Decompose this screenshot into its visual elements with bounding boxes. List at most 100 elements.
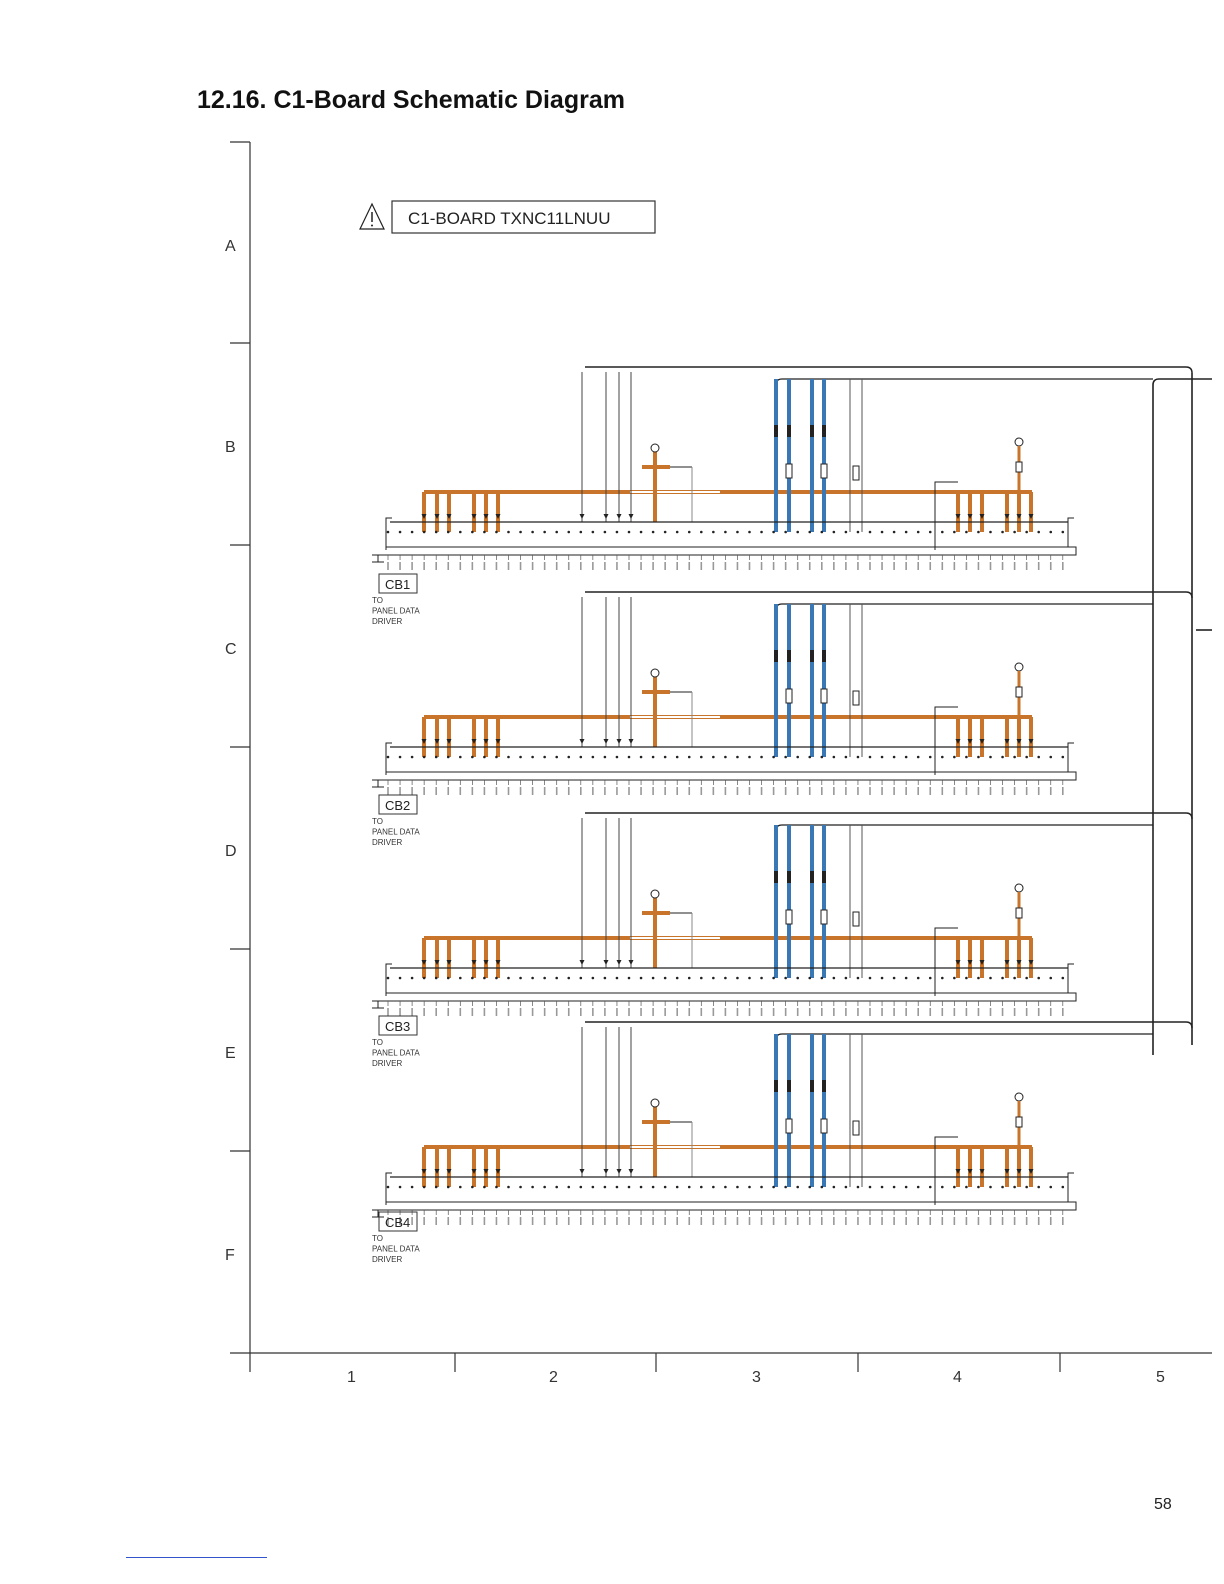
row-label-e: E xyxy=(225,1045,236,1062)
pin-label-mark xyxy=(580,1217,582,1225)
ferrite-icon xyxy=(810,1080,814,1092)
resistor-icon xyxy=(785,463,793,479)
pin-label-mark xyxy=(748,1217,751,1225)
pin-label-mark xyxy=(519,562,522,570)
capacitor-wire xyxy=(934,927,958,996)
pin xyxy=(434,1185,438,1189)
pin-label-mark xyxy=(1049,787,1052,795)
arrow-icon xyxy=(1004,739,1010,744)
pin xyxy=(398,1185,402,1189)
pin xyxy=(446,530,450,534)
pin xyxy=(579,976,583,980)
arrow-icon xyxy=(967,514,973,519)
pin-label-mark xyxy=(808,562,811,570)
arrow-icon xyxy=(1004,960,1010,965)
interconnect-wires xyxy=(1152,373,1212,1055)
pin xyxy=(1049,530,1053,534)
ferrite-icon xyxy=(774,425,778,437)
pin-label-mark xyxy=(772,1008,775,1016)
ferrite-icon xyxy=(774,1080,778,1092)
pin-label-mark xyxy=(399,1008,401,1016)
arrow-icon xyxy=(955,514,961,519)
arrow-icon xyxy=(483,739,489,744)
pin-label-mark xyxy=(1049,1217,1052,1225)
pin-label-mark xyxy=(447,787,450,795)
page-title: 12.16. C1-Board Schematic Diagram xyxy=(197,86,625,114)
ferrite-icon xyxy=(810,425,814,437)
resistor-icon xyxy=(820,1118,828,1134)
capacitor-wire xyxy=(934,1136,958,1205)
pin xyxy=(760,530,763,534)
pin-label-mark xyxy=(459,1008,462,1016)
pin-label-mark xyxy=(483,1008,486,1016)
pin-label-mark xyxy=(700,1008,703,1016)
arrow-icon xyxy=(471,960,477,965)
pin-label-mark xyxy=(435,1008,437,1016)
pin xyxy=(459,755,462,759)
pin xyxy=(856,530,860,534)
pin xyxy=(422,755,426,759)
wire xyxy=(775,378,1153,386)
arrow-icon xyxy=(1004,1169,1010,1174)
pin xyxy=(748,1185,751,1189)
pin-label-mark xyxy=(664,787,666,795)
pin-label-mark xyxy=(459,1217,462,1225)
pin xyxy=(386,976,390,980)
pin xyxy=(567,976,571,980)
pin-label-mark xyxy=(700,562,703,570)
wire xyxy=(775,824,1153,832)
pin-label-mark xyxy=(652,1008,654,1016)
ferrite-icon xyxy=(810,650,814,662)
pin-label-mark xyxy=(1049,1008,1052,1016)
pin xyxy=(446,1185,450,1189)
resistor-icon xyxy=(1015,907,1023,919)
pin xyxy=(1037,1185,1040,1189)
board-label-box xyxy=(391,200,656,234)
pin-label-mark xyxy=(712,1008,715,1016)
pin xyxy=(459,1185,462,1189)
pin-label-mark xyxy=(519,787,522,795)
pin xyxy=(941,530,944,534)
pin xyxy=(627,755,631,759)
pin xyxy=(1025,755,1028,759)
ferrite-icon xyxy=(787,1080,791,1092)
pin-label-mark xyxy=(688,1217,691,1225)
pin xyxy=(748,530,751,534)
pin-label-mark xyxy=(833,787,835,795)
connector-label-box xyxy=(378,1211,418,1232)
arrow-icon xyxy=(616,960,622,965)
arrow-icon xyxy=(446,960,452,965)
pin xyxy=(760,755,763,759)
arrow-icon xyxy=(979,514,985,519)
pin xyxy=(398,530,402,534)
pin xyxy=(1061,755,1065,759)
pin-label-mark xyxy=(1062,787,1064,795)
resistor-icon xyxy=(1015,1116,1023,1128)
pin-label-mark xyxy=(989,787,992,795)
pin xyxy=(495,755,498,759)
pin xyxy=(639,755,643,759)
arrow-icon xyxy=(616,739,622,744)
arrow-icon xyxy=(628,514,634,519)
pin-label-mark xyxy=(833,1008,835,1016)
pin-label-mark xyxy=(736,562,739,570)
pin xyxy=(639,530,643,534)
pin-label-mark xyxy=(387,562,389,570)
pin-label-mark xyxy=(893,787,895,795)
pin-label-mark xyxy=(567,562,570,570)
pin-label-mark xyxy=(724,1008,727,1016)
pin xyxy=(459,530,462,534)
pin xyxy=(977,1185,980,1189)
pin xyxy=(736,1185,739,1189)
pin xyxy=(844,1185,848,1189)
pin-label-mark xyxy=(555,1008,558,1016)
arrow-icon xyxy=(579,960,585,965)
pin xyxy=(519,530,522,534)
row-label-a: A xyxy=(225,238,236,255)
pin xyxy=(724,530,727,534)
pin xyxy=(687,755,691,759)
pin xyxy=(748,976,751,980)
pin-label-mark xyxy=(531,1008,534,1016)
